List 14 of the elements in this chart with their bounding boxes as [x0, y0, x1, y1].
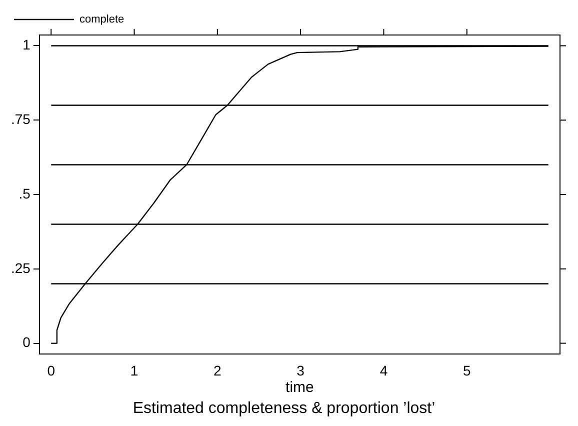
x-tick-label: 3 [296, 362, 305, 378]
y-tick-label: .5 [18, 185, 31, 202]
y-tick-label: .75 [10, 110, 31, 127]
x-tick-label: 2 [214, 362, 222, 378]
y-tick-label: 0 [22, 334, 31, 350]
text: Estimated completeness & proportion ’lost’ [132, 400, 436, 417]
x-axis-title: time [286, 378, 314, 396]
y-tick-label: .25 [10, 260, 31, 276]
text: complete [80, 14, 124, 26]
x-tick-label: 4 [380, 362, 388, 378]
x-tick-label: 5 [462, 362, 471, 378]
x-tick-label: 1 [130, 362, 138, 378]
y-tick-label: 1 [22, 36, 31, 53]
x-tick-label: 0 [47, 362, 56, 378]
